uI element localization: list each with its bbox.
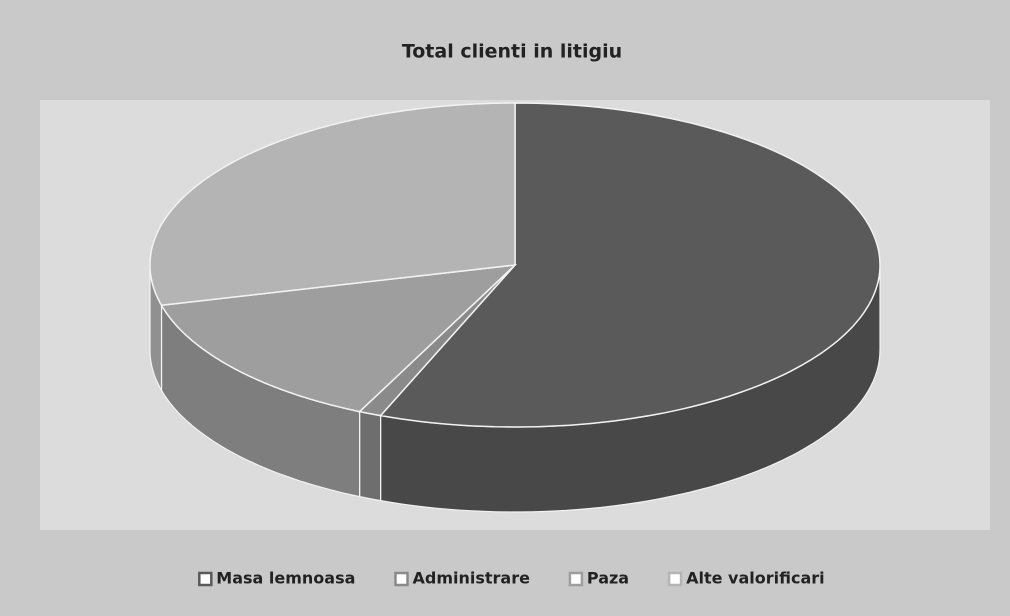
legend-label: Administrare (413, 569, 531, 588)
legend-label: Paza (587, 569, 629, 588)
legend-swatch (394, 571, 409, 587)
pie-slice (160, 263, 518, 413)
legend-item: Administrare (394, 569, 531, 588)
pie-slice (149, 102, 516, 307)
legend-swatch (667, 571, 683, 587)
legend-item: Paza (568, 569, 629, 588)
legend-swatch (198, 571, 213, 587)
pie-side (359, 410, 382, 502)
legend-label: Masa lemnoasa (216, 569, 355, 588)
legend-item: Alte valorificari (667, 569, 825, 588)
pie-slice (379, 102, 881, 428)
legend-label: Alte valorificari (686, 569, 825, 588)
legend-item: Masa lemnoasa (198, 569, 355, 588)
pie (149, 102, 881, 513)
legend: Masa lemnoasa Administrare Paza Alte valori… (198, 569, 825, 588)
chart-title: Total clienti in litigiu (402, 41, 622, 63)
legend-swatch (568, 571, 584, 587)
